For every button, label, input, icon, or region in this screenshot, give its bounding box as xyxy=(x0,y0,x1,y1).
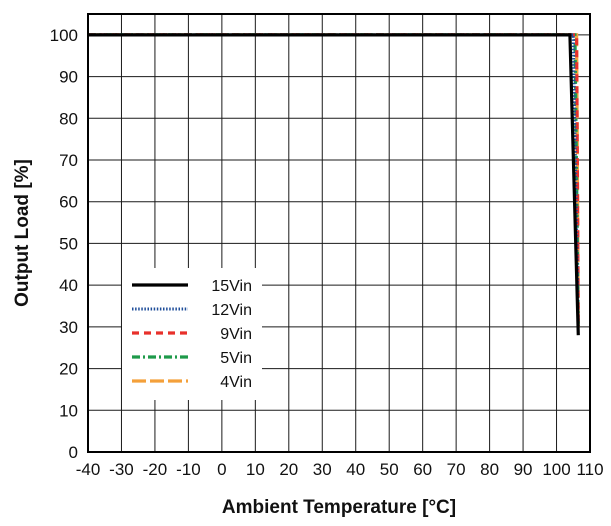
y-tick-label: 30 xyxy=(59,318,78,337)
y-tick-label: 70 xyxy=(59,151,78,170)
legend-label-9vin: 9Vin xyxy=(220,326,252,343)
x-tick-label: -40 xyxy=(76,460,101,479)
y-tick-label: 80 xyxy=(59,109,78,128)
y-tick-label: 0 xyxy=(69,443,78,462)
y-axis-title: Output Load [%] xyxy=(12,159,33,307)
grid-layer xyxy=(87,14,591,453)
x-tick-label: 40 xyxy=(346,460,365,479)
x-tick-label: 60 xyxy=(413,460,432,479)
x-tick-label: -10 xyxy=(176,460,201,479)
y-tick-label: 10 xyxy=(59,401,78,420)
y-tick-label: 20 xyxy=(59,360,78,379)
legend-label-12vin: 12Vin xyxy=(211,302,252,319)
x-tick-label: 100 xyxy=(542,460,570,479)
x-tick-label: 70 xyxy=(447,460,466,479)
legend-label-4vin: 4Vin xyxy=(220,374,252,391)
y-tick-label: 40 xyxy=(59,276,78,295)
tick-labels: -40 -30 -20 -10 0 10 20 30 40 50 60 70 80 90 100 110 0 10… xyxy=(50,26,604,479)
y-tick-label: 100 xyxy=(50,26,78,45)
x-tick-label: -30 xyxy=(109,460,134,479)
y-tick-label: 90 xyxy=(59,68,78,87)
x-tick-label: 30 xyxy=(313,460,332,479)
x-tick-label: -20 xyxy=(143,460,168,479)
legend-label-15vin: 15Vin xyxy=(211,278,252,295)
x-tick-label: 90 xyxy=(514,460,533,479)
plot-frame xyxy=(87,13,591,453)
x-tick-label: 80 xyxy=(480,460,499,479)
x-tick-label: 0 xyxy=(217,460,226,479)
x-tick-label: 10 xyxy=(246,460,265,479)
x-tick-label: 110 xyxy=(576,460,603,479)
x-tick-label: 50 xyxy=(380,460,399,479)
series-layer xyxy=(88,33,580,336)
y-tick-label: 60 xyxy=(59,193,78,212)
legend-label-5vin: 5Vin xyxy=(220,350,252,367)
y-tick-label: 50 xyxy=(59,234,78,253)
x-tick-label: 20 xyxy=(279,460,298,479)
x-axis-title: Ambient Temperature [°C] xyxy=(222,497,456,518)
series-line-15vin xyxy=(88,33,580,336)
legend: 15Vin 12Vin 9Vin 5Vin 4Vin xyxy=(122,268,262,400)
